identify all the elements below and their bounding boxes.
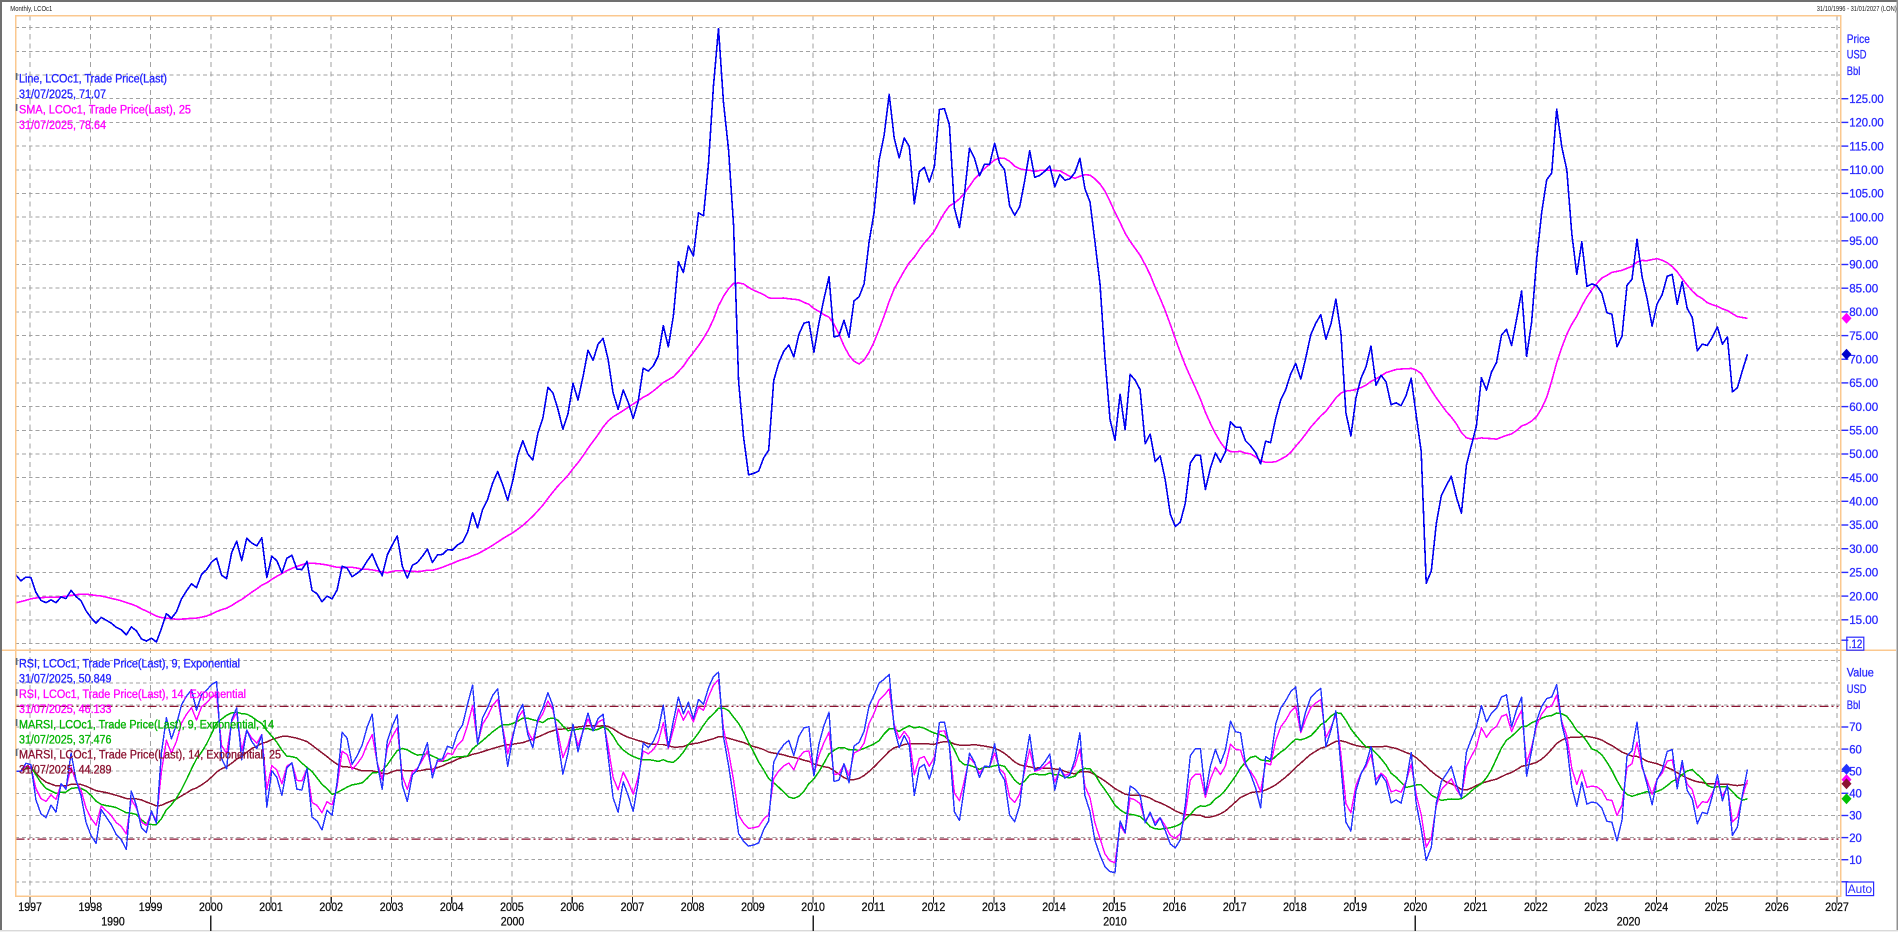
svg-text:2006: 2006 [560, 900, 584, 914]
svg-text:SMA, LCOc1, Trade Price(Last),: SMA, LCOc1, Trade Price(Last), 25 [19, 105, 191, 117]
svg-text:60: 60 [1849, 743, 1862, 756]
svg-text:RSI, LCOc1, Trade Price(Last),: RSI, LCOc1, Trade Price(Last), 14, Expon… [19, 689, 246, 701]
svg-text:95.00: 95.00 [1849, 235, 1878, 248]
svg-text:31/07/2025, 78.64: 31/07/2025, 78.64 [19, 120, 107, 132]
svg-text:105.00: 105.00 [1849, 188, 1884, 201]
svg-text:2027: 2027 [1825, 900, 1849, 914]
svg-text:70.00: 70.00 [1849, 353, 1878, 366]
svg-text:Bbl: Bbl [1847, 65, 1861, 78]
svg-text:2023: 2023 [1584, 900, 1608, 914]
svg-text:110.00: 110.00 [1849, 164, 1884, 177]
svg-text:55.00: 55.00 [1849, 425, 1878, 438]
svg-text:2016: 2016 [1163, 900, 1187, 914]
svg-text:70: 70 [1849, 721, 1862, 734]
svg-text:50.00: 50.00 [1849, 448, 1878, 461]
svg-text:2018: 2018 [1283, 900, 1307, 914]
svg-text:31/07/2025, 50.849: 31/07/2025, 50.849 [19, 674, 112, 686]
svg-text:90.00: 90.00 [1849, 259, 1878, 272]
svg-text:USD: USD [1847, 49, 1867, 62]
svg-text:RSI, LCOc1, Trade Price(Last),: RSI, LCOc1, Trade Price(Last), 9, Expone… [19, 659, 240, 671]
svg-text:USD: USD [1847, 683, 1867, 696]
svg-text:120.00: 120.00 [1849, 117, 1884, 130]
svg-text:2015: 2015 [1102, 900, 1126, 914]
svg-text:Auto: Auto [1848, 883, 1873, 896]
svg-text:2005: 2005 [500, 900, 524, 914]
svg-text:31/10/1996 - 31/01/2027 (LON): 31/10/1996 - 31/01/2027 (LON) [1817, 6, 1897, 13]
svg-text:2001: 2001 [259, 900, 283, 914]
svg-text:Price: Price [1847, 33, 1870, 46]
svg-text:2019: 2019 [1343, 900, 1367, 914]
svg-text:Bbl: Bbl [1847, 699, 1861, 712]
svg-text:125.00: 125.00 [1849, 93, 1884, 106]
svg-text:10: 10 [1849, 854, 1862, 867]
svg-text:60.00: 60.00 [1849, 401, 1878, 414]
svg-text:65.00: 65.00 [1849, 377, 1878, 390]
svg-text:100.00: 100.00 [1849, 211, 1884, 224]
svg-text:2017: 2017 [1223, 900, 1247, 914]
svg-text:1997: 1997 [18, 900, 42, 914]
svg-text:1999: 1999 [139, 900, 163, 914]
svg-text:Line, LCOc1, Trade Price(Last): Line, LCOc1, Trade Price(Last) [19, 74, 167, 86]
svg-text:MARSI, LCOc1, Trade Price(Last: MARSI, LCOc1, Trade Price(Last), 9, Expo… [19, 719, 275, 731]
svg-text:Value: Value [1847, 667, 1874, 680]
svg-text:20: 20 [1849, 832, 1862, 845]
svg-text:2012: 2012 [922, 900, 946, 914]
svg-text:2021: 2021 [1464, 900, 1488, 914]
svg-text:25.00: 25.00 [1849, 567, 1878, 580]
svg-text:MARSI, LCOc1, Trade Price(Last: MARSI, LCOc1, Trade Price(Last), 14, Exp… [19, 749, 281, 761]
svg-text:2024: 2024 [1645, 900, 1669, 914]
svg-text:2009: 2009 [741, 900, 765, 914]
svg-text:2008: 2008 [681, 900, 705, 914]
svg-text:Monthly, LCOc1: Monthly, LCOc1 [10, 6, 52, 13]
svg-text:2026: 2026 [1765, 900, 1789, 914]
svg-text:2010: 2010 [1103, 915, 1127, 929]
svg-text:85.00: 85.00 [1849, 282, 1878, 295]
svg-text:2002: 2002 [319, 900, 343, 914]
svg-text:31/07/2025, 44.289: 31/07/2025, 44.289 [19, 764, 112, 776]
svg-text:2013: 2013 [982, 900, 1006, 914]
svg-text:2007: 2007 [621, 900, 645, 914]
svg-text:2022: 2022 [1524, 900, 1548, 914]
svg-text:115.00: 115.00 [1849, 140, 1884, 153]
svg-text:2003: 2003 [380, 900, 404, 914]
svg-text:15.00: 15.00 [1849, 614, 1878, 627]
svg-text:2000: 2000 [501, 915, 525, 929]
svg-text:45.00: 45.00 [1849, 472, 1878, 485]
svg-text:2010: 2010 [801, 900, 825, 914]
svg-text:35.00: 35.00 [1849, 519, 1878, 532]
svg-text:50: 50 [1849, 765, 1862, 778]
svg-text:2004: 2004 [440, 900, 464, 914]
svg-text:31/07/2025, 37.476: 31/07/2025, 37.476 [19, 734, 112, 746]
svg-text:2025: 2025 [1705, 900, 1729, 914]
svg-text:80.00: 80.00 [1849, 306, 1878, 319]
svg-text:2011: 2011 [862, 900, 886, 914]
svg-text:40.00: 40.00 [1849, 496, 1878, 509]
svg-text:75.00: 75.00 [1849, 330, 1878, 343]
svg-text:30.00: 30.00 [1849, 543, 1878, 556]
svg-text:30: 30 [1849, 810, 1862, 823]
svg-text:1990: 1990 [101, 915, 125, 929]
svg-text:2000: 2000 [199, 900, 223, 914]
svg-text:1998: 1998 [79, 900, 103, 914]
svg-text:20.00: 20.00 [1849, 590, 1878, 603]
svg-text:2020: 2020 [1404, 900, 1428, 914]
svg-text:31/07/2025, 46.133: 31/07/2025, 46.133 [19, 704, 112, 716]
svg-text:31/07/2025, 71.07: 31/07/2025, 71.07 [19, 89, 106, 101]
svg-text:2014: 2014 [1042, 900, 1066, 914]
svg-text:.12: .12 [1849, 638, 1863, 651]
svg-text:2020: 2020 [1617, 915, 1641, 929]
